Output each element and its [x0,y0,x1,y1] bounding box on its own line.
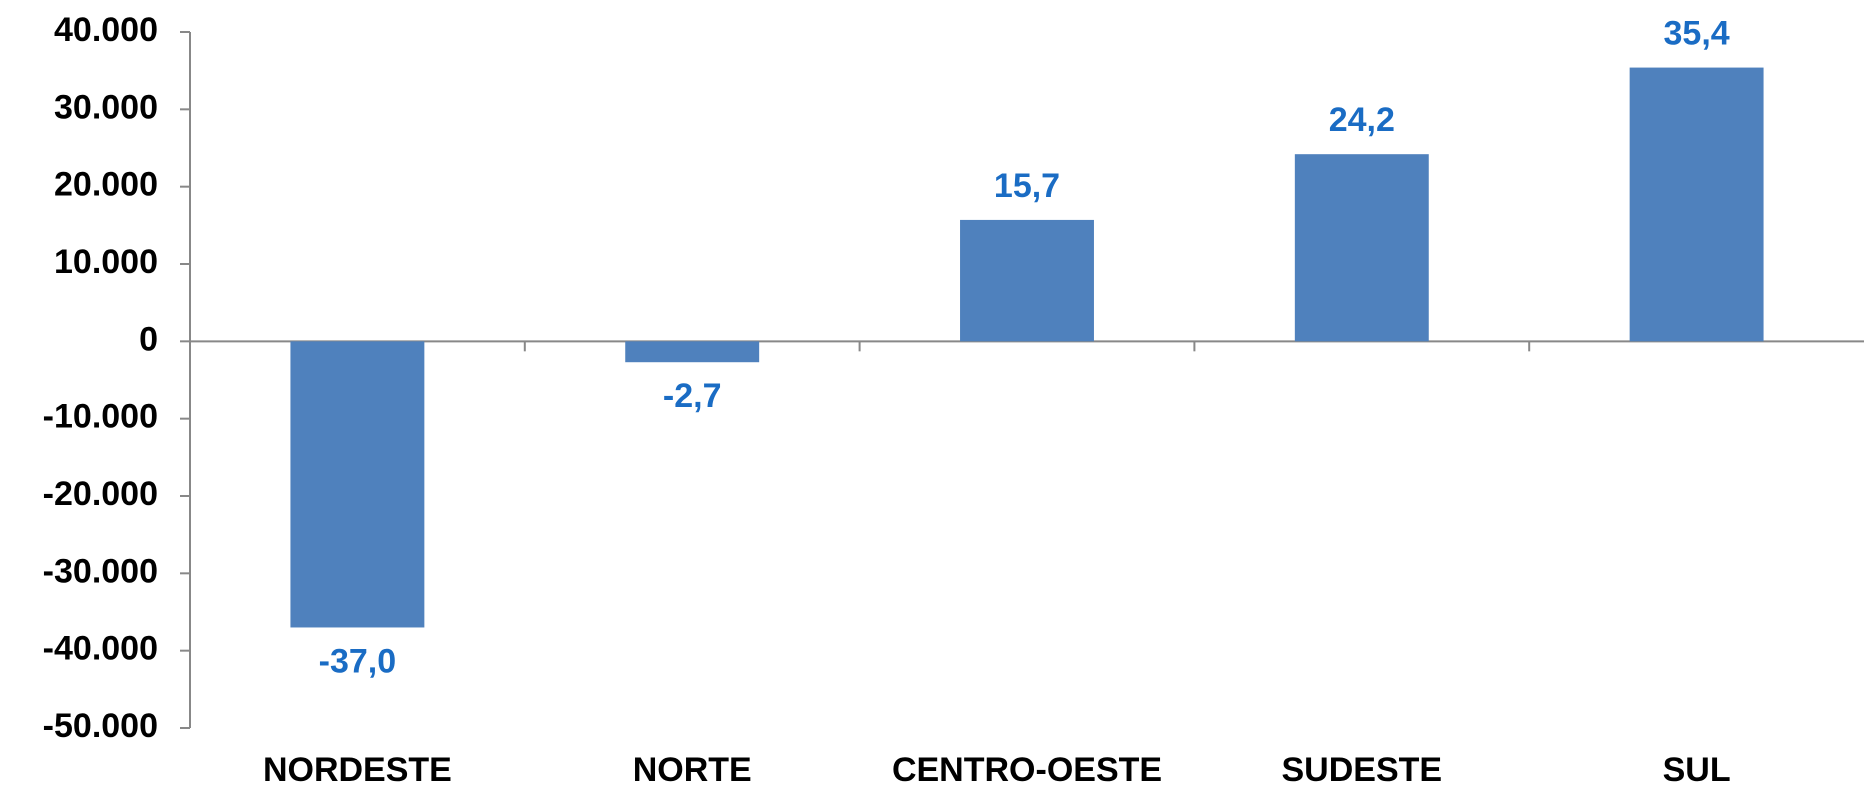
bar [1294,154,1429,342]
value-label: -2,7 [663,377,722,415]
y-tick-label: 0 [139,320,158,358]
x-tick-label: SUDESTE [1282,751,1443,787]
x-tick-label: CENTRO-OESTE [892,751,1162,787]
value-label: 35,4 [1664,15,1730,53]
x-tick-label: SUL [1663,751,1731,787]
y-tick-label: -20.000 [43,475,158,513]
bar [625,341,760,363]
y-tick-label: 10.000 [54,243,158,281]
y-tick-label: -50.000 [43,707,158,745]
x-tick-label: NORTE [633,751,752,787]
y-tick-label: -40.000 [43,630,158,668]
y-tick-label: 30.000 [54,88,158,126]
value-label: 24,2 [1329,101,1395,139]
x-tick-label: NORDESTE [263,751,452,787]
value-label: -37,0 [319,642,397,680]
bar [290,341,425,628]
y-tick-label: 20.000 [54,166,158,204]
y-tick-label: 40.000 [54,11,158,49]
value-label: 15,7 [994,167,1060,205]
y-tick-label: -30.000 [43,552,158,590]
bar [1629,67,1764,342]
bar [960,219,1094,342]
y-tick-label: -10.000 [43,398,158,436]
